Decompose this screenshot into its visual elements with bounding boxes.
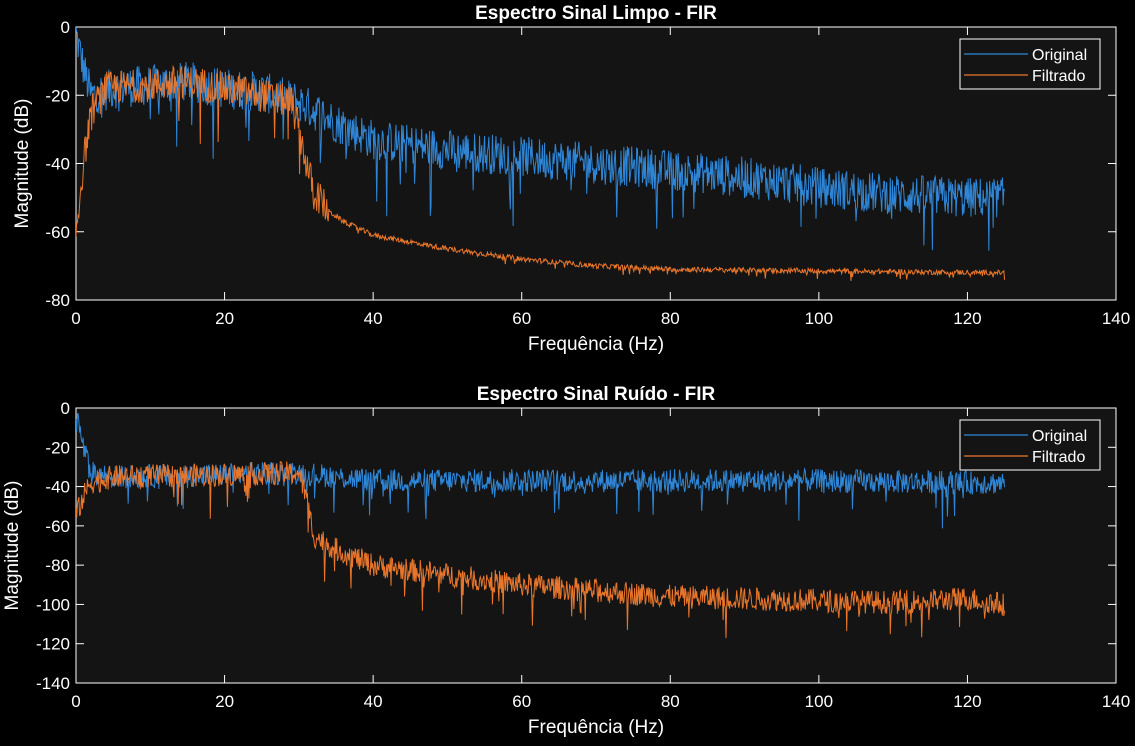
y-tick-label: -40 xyxy=(45,478,70,497)
y-tick-label: 0 xyxy=(61,18,70,37)
series-filtrado-line xyxy=(76,64,1006,281)
x-tick-label: 0 xyxy=(71,309,80,328)
legend: Original Filtrado xyxy=(959,38,1101,90)
y-tick-label: -60 xyxy=(45,223,70,242)
legend-label-original: Original xyxy=(1032,47,1087,64)
series-filtrado-line xyxy=(76,461,1006,639)
x-tick-label: 60 xyxy=(512,309,531,328)
series-original-line xyxy=(76,413,1006,529)
y-tick-label: -20 xyxy=(45,86,70,105)
y-tick-label: -40 xyxy=(45,155,70,174)
x-tick-label: 40 xyxy=(364,692,383,711)
y-axis-label: Magnitude (dB) xyxy=(12,99,33,229)
chart-2: Espectro Sinal Ruído - FIR 0 20 40 60 80 100 12… xyxy=(2,384,1130,738)
y-tick-label: -60 xyxy=(45,517,70,536)
x-tick-label: 120 xyxy=(953,309,981,328)
x-tick-label: 120 xyxy=(953,692,981,711)
y-tick-label: -140 xyxy=(36,674,70,693)
legend-box xyxy=(959,419,1101,471)
x-tick-label: 100 xyxy=(805,309,833,328)
legend-label-original: Original xyxy=(1032,428,1087,445)
x-axis-label: Frequência (Hz) xyxy=(528,334,664,355)
legend-box xyxy=(959,38,1101,90)
x-tick-label: 0 xyxy=(71,692,80,711)
plot-area xyxy=(75,26,1117,301)
x-tick-label: 60 xyxy=(512,692,531,711)
x-tick-label: 20 xyxy=(215,692,234,711)
x-tick-label: 20 xyxy=(215,309,234,328)
x-tick-label: 140 xyxy=(1102,692,1130,711)
y-tick-label: -120 xyxy=(36,635,70,654)
x-tick-label: 140 xyxy=(1102,309,1130,328)
y-tick-label: -100 xyxy=(36,595,70,614)
legend-label-filtrado: Filtrado xyxy=(1032,449,1085,466)
chart-title: Espectro Sinal Limpo - FIR xyxy=(475,3,717,24)
y-tick-label: -80 xyxy=(45,291,70,310)
y-tick-label: -80 xyxy=(45,556,70,575)
x-tick-label: 80 xyxy=(661,692,680,711)
x-tick-label: 40 xyxy=(364,309,383,328)
y-tick-label: -20 xyxy=(45,438,70,457)
y-tick-label: 0 xyxy=(61,399,70,418)
y-axis-label: Magnitude (dB) xyxy=(2,481,23,611)
chart-1: Espectro Sinal Limpo - FIR 0 20 40 60 80 100 12… xyxy=(12,3,1130,355)
x-axis-label: Frequência (Hz) xyxy=(528,717,664,738)
x-tick-label: 100 xyxy=(805,692,833,711)
series-original-line xyxy=(76,27,1006,251)
x-tick-label: 80 xyxy=(661,309,680,328)
legend: Original Filtrado xyxy=(959,419,1101,471)
chart-title: Espectro Sinal Ruído - FIR xyxy=(477,384,716,405)
legend-label-filtrado: Filtrado xyxy=(1032,68,1085,85)
plot-area xyxy=(75,407,1117,684)
